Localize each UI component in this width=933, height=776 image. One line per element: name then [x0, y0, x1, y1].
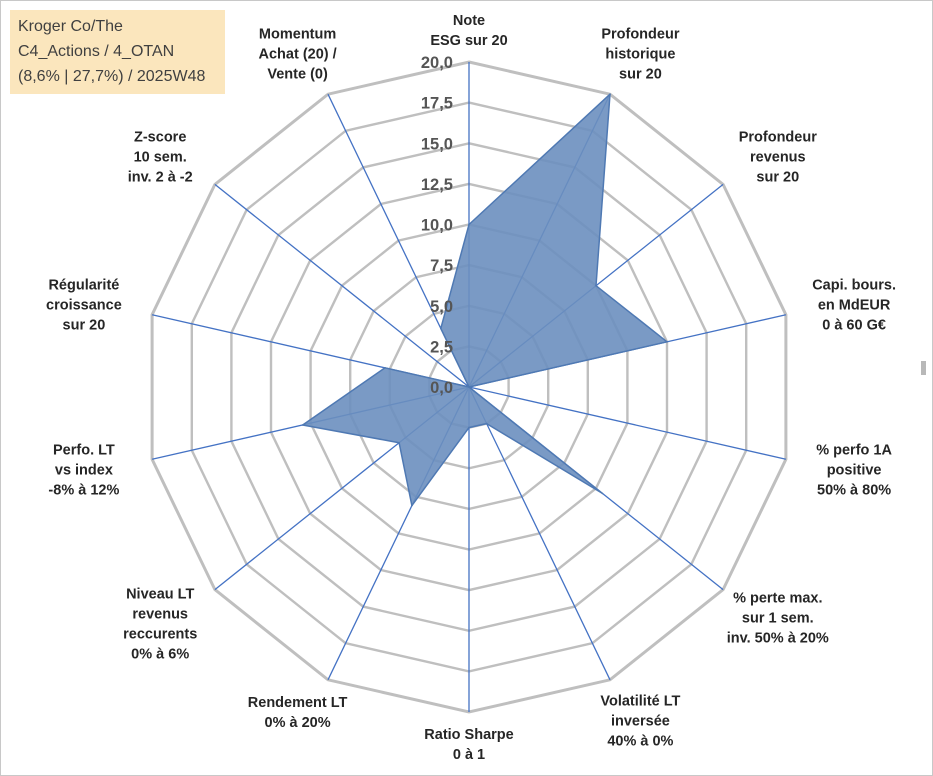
series-point-6 — [601, 492, 604, 495]
category-label-2: Profondeur historique sur 20 — [601, 27, 679, 83]
category-label-line: Achat (20) / — [259, 47, 337, 63]
title-box: Kroger Co/The C4_Actions / 4_OTAN (8,6% … — [10, 10, 225, 94]
tick-label-4: 10,0 — [421, 217, 453, 235]
category-label-12: Régularité croissance sur 20 — [46, 278, 122, 334]
category-label-line: Perfo. LT — [53, 442, 115, 458]
category-label-line: ESG sur 20 — [430, 33, 507, 49]
axis-spoke-5 — [468, 386, 787, 460]
category-label-1: Note ESG sur 20 — [430, 13, 507, 49]
category-label-5: % perfo 1A positive 50% à 80% — [816, 442, 892, 498]
category-label-line: 0% à 6% — [131, 646, 189, 662]
series-point-3 — [595, 284, 597, 287]
tick-label-5: 12,5 — [421, 176, 453, 194]
category-label-line: 0 à 60 G€ — [822, 318, 886, 334]
series-point-10 — [398, 441, 400, 444]
category-label-line: Volatilité LT — [600, 693, 680, 709]
category-label-line: 0 à 1 — [453, 747, 485, 763]
category-label-line: sur 20 — [756, 169, 799, 185]
category-label-line: sur 20 — [619, 67, 662, 83]
category-label-line: % perfo 1A — [816, 442, 892, 458]
category-label-line: reccurents — [123, 626, 197, 642]
category-label-line: positive — [827, 462, 882, 478]
category-label-line: revenus — [132, 606, 188, 622]
category-label-4: Capi. bours. en MdEUR 0 à 60 G€ — [812, 278, 896, 334]
series-point-1 — [468, 223, 470, 226]
category-label-line: 0% à 20% — [265, 715, 331, 731]
category-label-line: Note — [453, 13, 485, 29]
category-label-line: -8% à 12% — [48, 482, 119, 498]
title-company: Kroger Co/The — [18, 18, 123, 35]
category-label-8: Ratio Sharpe 0 à 1 — [424, 727, 513, 763]
category-label-line: Momentum — [259, 27, 336, 43]
category-label-line: historique — [605, 47, 675, 63]
tick-label-8: 20,0 — [421, 54, 453, 72]
tick-label-1: 2,5 — [430, 338, 453, 356]
series-point-13 — [468, 386, 470, 388]
axis-spoke-7 — [468, 386, 611, 681]
category-label-line: 10 sem. — [134, 149, 187, 165]
category-label-11: Perfo. LT vs index -8% à 12% — [48, 442, 119, 498]
category-label-line: Capi. bours. — [812, 278, 896, 294]
category-label-line: inversée — [611, 713, 670, 729]
category-label-3: Profondeur revenus sur 20 — [739, 129, 817, 185]
category-label-line: revenus — [750, 149, 806, 165]
tick-label-6: 15,0 — [421, 135, 453, 153]
category-label-line: sur 20 — [63, 318, 106, 334]
category-label-10: Niveau LT revenus reccurents 0% à 6% — [123, 586, 197, 662]
category-label-13: Z-score 10 sem. inv. 2 à -2 — [128, 129, 193, 185]
category-label-line: sur 1 sem. — [742, 611, 814, 627]
category-label-line: Rendement LT — [248, 695, 348, 711]
series-point-4 — [666, 341, 668, 343]
category-label-6: % perte max. sur 1 sem. inv. 50% à 20% — [727, 591, 829, 647]
category-label-14: Momentum Achat (20) / Vente (0) — [259, 27, 337, 83]
series-point-8 — [468, 426, 470, 429]
category-label-line: Profondeur — [601, 27, 679, 43]
category-label-9: Rendement LT 0% à 20% — [248, 695, 348, 731]
series-point-12 — [384, 367, 386, 369]
radar-category-labels: Note ESG sur 20 Profondeur historique sur 20… — [46, 13, 896, 763]
category-label-line: Profondeur — [739, 129, 817, 145]
scrollbar-thumb[interactable] — [921, 361, 926, 375]
radar-series — [301, 93, 668, 507]
tick-label-7: 17,5 — [421, 95, 453, 113]
category-label-line: en MdEUR — [818, 298, 891, 314]
category-label-7: Volatilité LT inversée 40% à 0% — [600, 693, 680, 749]
category-label-line: croissance — [46, 298, 122, 314]
tick-label-2: 5,0 — [430, 298, 453, 316]
category-label-line: 50% à 80% — [817, 482, 891, 498]
title-stats: (8,6% | 27,7%) / 2025W48 — [18, 68, 206, 85]
radar-tick-labels: 0,0 2,5 5,0 7,5 10,0 12,5 15,0 17,5 20,0 — [421, 54, 453, 397]
category-label-line: Vente (0) — [267, 67, 328, 83]
series-point-14 — [440, 327, 442, 330]
category-label-line: vs index — [55, 462, 113, 478]
category-label-line: % perte max. — [733, 591, 822, 607]
series-point-9 — [411, 504, 413, 507]
title-portfolio: C4_Actions / 4_OTAN — [18, 43, 175, 60]
category-label-line: Niveau LT — [126, 586, 194, 602]
category-label-line: Régularité — [48, 278, 119, 294]
series-point-11 — [301, 424, 304, 426]
axis-spoke-13 — [214, 183, 470, 388]
tick-label-0: 0,0 — [430, 379, 453, 397]
category-label-line: Z-score — [134, 129, 186, 145]
series-point-7 — [485, 422, 488, 425]
tick-label-3: 7,5 — [430, 257, 453, 275]
series-point-2 — [609, 93, 611, 95]
category-label-line: inv. 50% à 20% — [727, 631, 829, 647]
category-label-line: inv. 2 à -2 — [128, 169, 193, 185]
category-label-line: Ratio Sharpe — [424, 727, 513, 743]
category-label-line: 40% à 0% — [607, 733, 673, 749]
